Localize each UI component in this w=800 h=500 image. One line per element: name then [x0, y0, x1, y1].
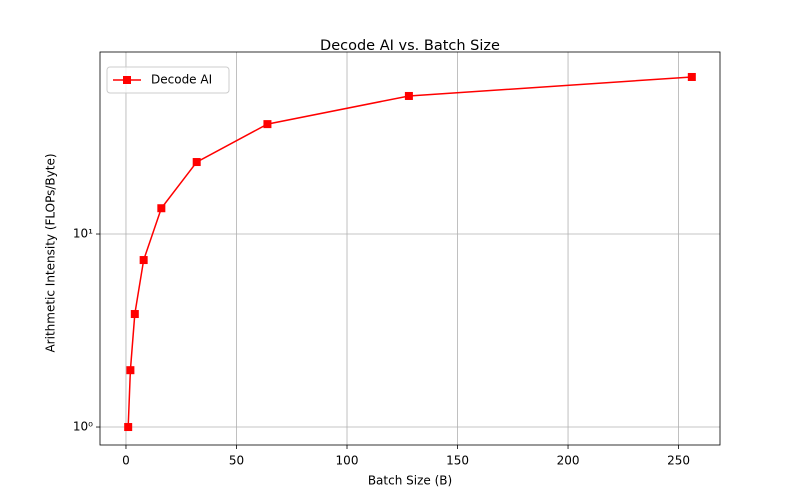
- data-point: [157, 204, 166, 213]
- legend-box: [106, 66, 230, 94]
- x-tick-label: 200: [557, 454, 580, 468]
- x-tick-label: 50: [229, 454, 244, 468]
- data-point: [139, 256, 148, 265]
- legend-label: Decode AI: [151, 73, 212, 87]
- chart-title: Decode AI vs. Batch Size: [320, 38, 500, 54]
- x-tick-label: 150: [446, 454, 469, 468]
- x-axis-label: Batch Size (B): [368, 474, 452, 488]
- x-tick-label: 250: [667, 454, 690, 468]
- y-tick-label: 10⁰: [73, 420, 93, 434]
- legend-marker: [123, 76, 131, 84]
- x-tick-label: 0: [122, 454, 130, 468]
- data-point: [130, 310, 139, 319]
- data-point: [192, 158, 201, 167]
- x-tick-label: 100: [336, 454, 359, 468]
- data-point: [124, 423, 133, 432]
- data-point: [126, 366, 135, 375]
- data-point: [404, 91, 413, 100]
- plot-frame: [99, 51, 721, 446]
- data-point: [687, 72, 696, 81]
- y-tick-label: 10¹: [73, 227, 93, 241]
- y-axis-label: Arithmetic Intensity (FLOPs/Byte): [44, 153, 58, 352]
- data-point: [263, 120, 272, 129]
